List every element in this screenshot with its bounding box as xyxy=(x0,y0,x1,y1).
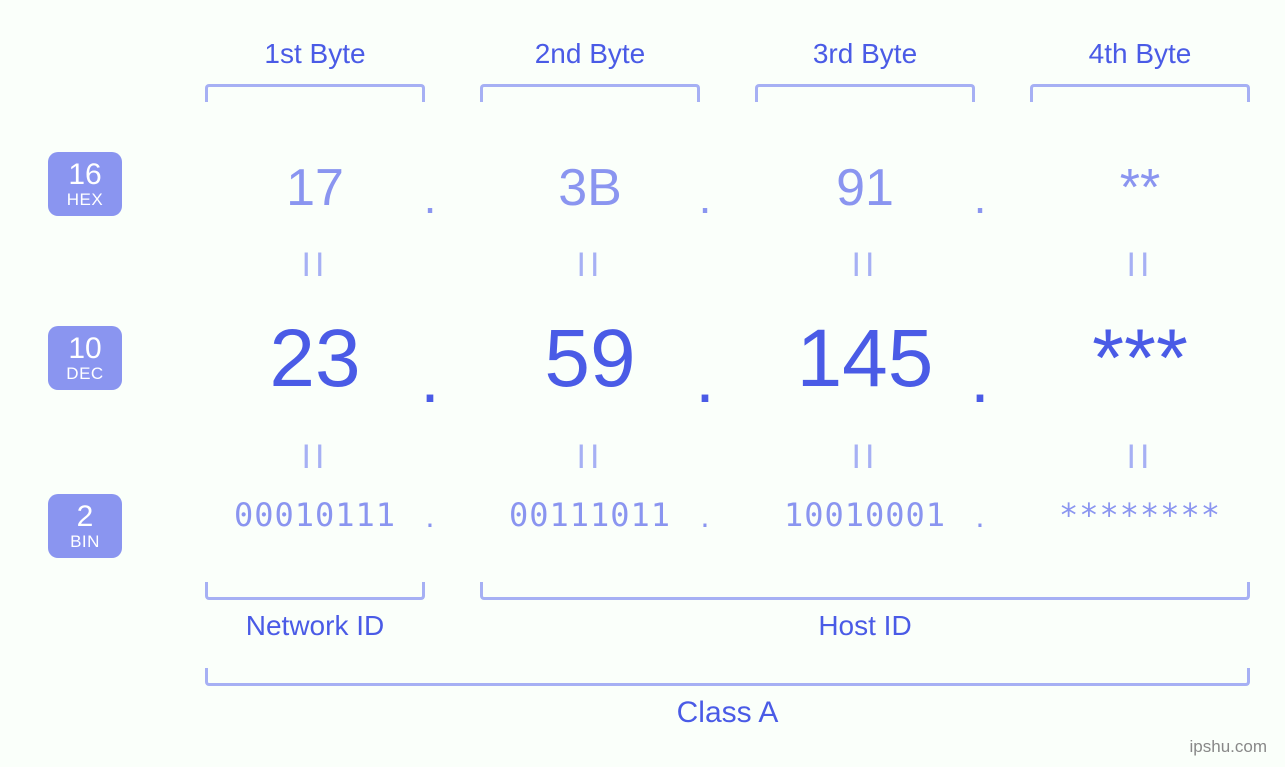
class-label: Class A xyxy=(205,696,1250,730)
equals-icon: II xyxy=(755,438,975,477)
equals-icon: II xyxy=(1030,246,1250,285)
badge-bin-label: BIN xyxy=(48,532,122,552)
dot-separator: . xyxy=(965,498,995,535)
host-id-label: Host ID xyxy=(480,610,1250,642)
equals-icon: II xyxy=(205,438,425,477)
bin-byte-2: 00111011 xyxy=(480,496,700,534)
dot-separator: . xyxy=(965,170,995,224)
badge-hex: 16 HEX xyxy=(48,152,122,216)
top-bracket-3 xyxy=(755,84,975,102)
top-bracket-1 xyxy=(205,84,425,102)
top-bracket-4 xyxy=(1030,84,1250,102)
dot-separator: . xyxy=(965,338,995,418)
dec-byte-1: 23 xyxy=(205,312,425,406)
equals-icon: II xyxy=(205,246,425,285)
dot-separator: . xyxy=(415,498,445,535)
byte-col-4: 4th Byte ** II *** II ******** xyxy=(1030,0,1250,767)
top-bracket-2 xyxy=(480,84,700,102)
host-id-bracket xyxy=(480,582,1250,600)
hex-byte-1: 17 xyxy=(205,158,425,218)
byte-label-1: 1st Byte xyxy=(205,38,425,70)
byte-label-4: 4th Byte xyxy=(1030,38,1250,70)
hex-byte-2: 3B xyxy=(480,158,700,218)
dec-byte-2: 59 xyxy=(480,312,700,406)
network-id-bracket xyxy=(205,582,425,600)
equals-icon: II xyxy=(480,246,700,285)
bin-byte-1: 00010111 xyxy=(205,496,425,534)
equals-icon: II xyxy=(480,438,700,477)
watermark: ipshu.com xyxy=(1190,737,1267,757)
dot-separator: . xyxy=(690,170,720,224)
dot-separator: . xyxy=(415,338,445,418)
byte-col-1: 1st Byte 17 II 23 II 00010111 xyxy=(205,0,425,767)
byte-label-2: 2nd Byte xyxy=(480,38,700,70)
badge-dec-num: 10 xyxy=(48,334,122,364)
byte-label-3: 3rd Byte xyxy=(755,38,975,70)
ip-diagram: 16 HEX 10 DEC 2 BIN 1st Byte 17 II 23 II… xyxy=(0,0,1285,767)
byte-col-3: 3rd Byte 91 II 145 II 10010001 xyxy=(755,0,975,767)
dot-separator: . xyxy=(415,170,445,224)
dec-byte-4: *** xyxy=(1030,312,1250,406)
badge-bin: 2 BIN xyxy=(48,494,122,558)
bin-byte-3: 10010001 xyxy=(755,496,975,534)
hex-byte-3: 91 xyxy=(755,158,975,218)
badge-dec: 10 DEC xyxy=(48,326,122,390)
dot-separator: . xyxy=(690,498,720,535)
badge-hex-label: HEX xyxy=(48,190,122,210)
badge-dec-label: DEC xyxy=(48,364,122,384)
class-bracket xyxy=(205,668,1250,686)
bin-byte-4: ******** xyxy=(1030,496,1250,534)
badge-hex-num: 16 xyxy=(48,160,122,190)
equals-icon: II xyxy=(1030,438,1250,477)
dec-byte-3: 145 xyxy=(755,312,975,406)
badge-bin-num: 2 xyxy=(48,502,122,532)
dot-separator: . xyxy=(690,338,720,418)
hex-byte-4: ** xyxy=(1030,158,1250,218)
byte-col-2: 2nd Byte 3B II 59 II 00111011 xyxy=(480,0,700,767)
network-id-label: Network ID xyxy=(205,610,425,642)
equals-icon: II xyxy=(755,246,975,285)
